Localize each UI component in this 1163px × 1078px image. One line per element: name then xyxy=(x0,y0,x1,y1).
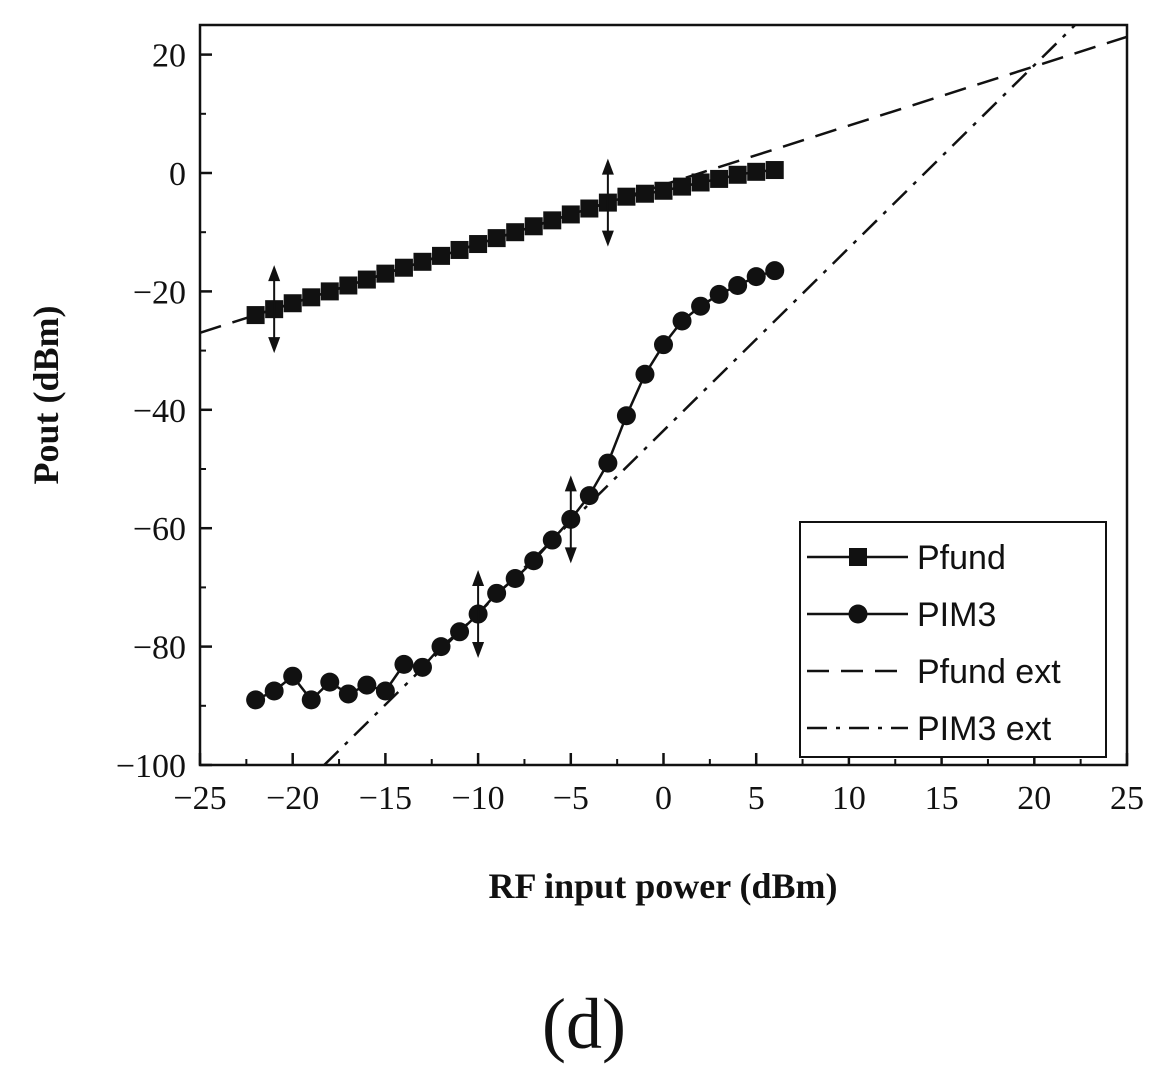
pim3-point xyxy=(264,681,284,701)
pim3-point xyxy=(524,551,544,571)
legend-entry-pfund-ext: Pfund ext xyxy=(807,653,1061,691)
legend-label: PIM3 ext xyxy=(917,710,1052,748)
pim3-point xyxy=(431,637,451,657)
series-markers xyxy=(246,161,785,710)
annotation-arrows xyxy=(268,158,614,659)
pim3-point xyxy=(246,690,266,710)
pim3-point xyxy=(487,583,507,603)
legend-label: Pfund xyxy=(917,539,1006,577)
y-tick-label: −100 xyxy=(116,748,186,785)
pfund-point xyxy=(376,264,395,283)
x-tick-label: −5 xyxy=(553,780,589,817)
pfund-point xyxy=(617,187,636,206)
pfund-point xyxy=(747,162,766,181)
pfund-point xyxy=(302,288,321,307)
y-tick-label: −80 xyxy=(133,630,186,667)
pim3-point xyxy=(450,622,470,642)
pim3-point xyxy=(746,267,766,287)
pfund-point xyxy=(728,165,747,184)
x-tick-label: 5 xyxy=(748,780,765,817)
pim3-point xyxy=(357,675,377,695)
x-tick-label: 20 xyxy=(1017,780,1051,817)
pfund-point xyxy=(691,173,710,192)
x-axis-title: RF input power (dBm) xyxy=(488,866,837,906)
series-line-pim3-ext xyxy=(323,25,1076,765)
pfund-point xyxy=(450,240,469,259)
pim3-point xyxy=(728,275,748,295)
pfund-point xyxy=(765,161,784,180)
legend-label: Pfund ext xyxy=(917,653,1061,691)
panel-label: (d) xyxy=(542,984,626,1064)
x-tick-label: −15 xyxy=(359,780,412,817)
y-tick-label: −40 xyxy=(133,393,186,430)
pim3-point xyxy=(598,453,618,473)
x-tick-label: 0 xyxy=(655,780,672,817)
pim3-point xyxy=(709,284,729,304)
legend-entry-pim3-ext: PIM3 ext xyxy=(807,710,1052,748)
legend-circle-marker xyxy=(848,604,868,624)
pim3-point xyxy=(765,261,785,281)
x-tick-label: −10 xyxy=(452,780,505,817)
pim3-point xyxy=(338,684,358,704)
x-axis-ticks: −25 −20 −15 −10 −5 0 5 10 15 20 25 xyxy=(173,753,1144,817)
y-axis-title: Pout (dBm) xyxy=(26,306,66,485)
x-tick-label: −25 xyxy=(173,780,226,817)
double-arrow xyxy=(601,158,614,247)
pfund-point xyxy=(506,223,525,242)
pfund-point xyxy=(394,258,413,277)
y-axis-ticks: −100 −80 −60 −40 −20 0 20 xyxy=(116,38,212,785)
pim3-point xyxy=(654,335,673,355)
double-arrow xyxy=(472,570,485,659)
pfund-point xyxy=(673,177,692,196)
series-line-pim3 xyxy=(255,269,776,702)
pim3-point xyxy=(320,672,340,692)
pim3-point xyxy=(375,681,395,701)
x-tick-label: 15 xyxy=(925,780,959,817)
legend: Pfund PIM3 Pfund ext PIM3 ext xyxy=(799,521,1107,758)
pfund-point xyxy=(543,211,562,230)
pfund-point xyxy=(432,246,451,265)
legend-entry-pfund: Pfund xyxy=(807,539,1006,577)
x-tick-label: 25 xyxy=(1110,780,1144,817)
pfund-point xyxy=(413,252,432,271)
pfund-point xyxy=(320,282,339,301)
pim3-point xyxy=(542,530,562,550)
x-tick-label: 10 xyxy=(832,780,866,817)
pfund-point xyxy=(710,169,729,188)
series-lines xyxy=(255,168,776,702)
pim3-point xyxy=(301,690,321,710)
pfund-point xyxy=(357,270,376,289)
pfund-point xyxy=(561,205,580,224)
legend-label: PIM3 xyxy=(917,596,996,634)
pim3-point xyxy=(579,486,599,506)
pfund-point xyxy=(654,181,673,200)
y-tick-label: 20 xyxy=(152,38,186,75)
pim3-point xyxy=(635,364,655,384)
double-arrow xyxy=(564,475,577,564)
x-tick-label: −20 xyxy=(266,780,319,817)
legend-entry-pim3: PIM3 xyxy=(807,596,996,634)
pim3-point xyxy=(672,311,692,331)
pfund-point xyxy=(524,217,543,236)
pfund-point xyxy=(635,184,654,203)
pfund-point xyxy=(283,294,302,313)
pfund-point xyxy=(487,229,506,248)
y-tick-label: 0 xyxy=(169,156,186,193)
double-arrow xyxy=(268,265,281,354)
legend-square-marker xyxy=(849,548,867,566)
pim3-point xyxy=(412,657,432,677)
pim3-point xyxy=(616,406,636,426)
pfund-point xyxy=(246,306,265,325)
pim3-point xyxy=(691,296,711,316)
pim3-point xyxy=(283,666,303,686)
y-tick-label: −20 xyxy=(133,274,186,311)
pfund-point xyxy=(469,235,488,254)
pfund-point xyxy=(339,276,358,295)
pim3-point xyxy=(505,569,525,589)
y-tick-label: −60 xyxy=(133,511,186,548)
pim3-point xyxy=(394,654,414,674)
pfund-point xyxy=(580,199,599,218)
